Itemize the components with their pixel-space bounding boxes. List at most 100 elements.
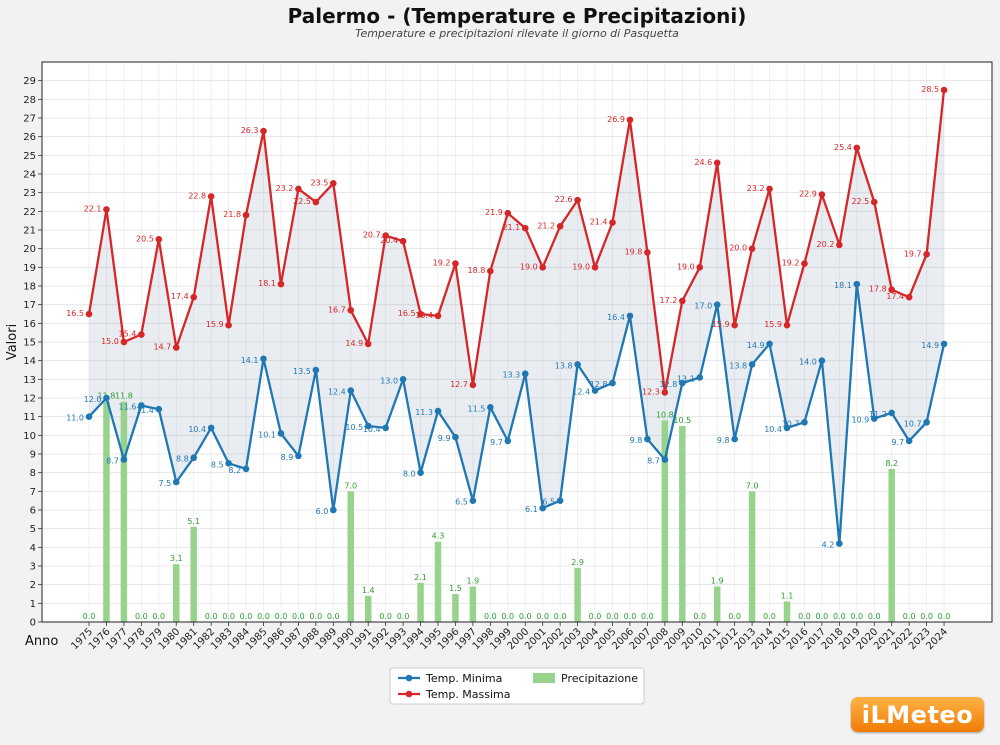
temp-massima-point [103, 206, 110, 213]
temp-massima-label: 18.8 [468, 266, 486, 275]
y-tick-label: 25 [23, 151, 36, 162]
temp-minima-label: 6.5 [455, 498, 468, 507]
temp-minima-point [539, 504, 546, 512]
y-tick-label: 23 [23, 188, 36, 199]
temp-massima-point [556, 222, 564, 230]
temp-massima-label: 23.5 [310, 178, 328, 187]
precipitation-bar [434, 541, 442, 622]
temp-minima-point [905, 437, 913, 445]
precipitation-label: 11.8 [115, 392, 133, 401]
precipitation-label: 1.4 [362, 586, 375, 595]
temp-minima-label: 12.8 [590, 380, 608, 389]
precipitation-label: 4.3 [432, 532, 445, 541]
temp-minima-label: 8.7 [647, 457, 660, 466]
temp-minima-point [644, 435, 651, 443]
temp-massima-point [923, 250, 930, 258]
precipitation-label: 0.0 [536, 612, 549, 621]
temp-massima-label: 17.8 [869, 285, 887, 294]
temp-minima-label: 7.5 [159, 479, 172, 488]
temp-massima-point [138, 331, 145, 338]
temp-minima-point [504, 437, 512, 445]
y-tick-label: 8 [30, 468, 36, 479]
temp-minima-point [312, 366, 320, 374]
precipitation-label: 0.0 [903, 612, 916, 621]
precipitation-bar [364, 595, 372, 622]
temp-massima-label: 26.3 [241, 126, 259, 135]
y-tick-label: 9 [30, 450, 36, 461]
temp-massima-label: 16.7 [328, 305, 346, 314]
legend-precipitazione-text: Precipitazione [561, 672, 638, 685]
temp-minima-label: 11.2 [869, 410, 887, 419]
temp-massima-point [713, 159, 721, 167]
y-tick-label: 12 [23, 394, 36, 405]
y-tick-label: 4 [30, 543, 36, 554]
precipitation-bar [452, 594, 459, 622]
temp-minima-label: 10.4 [188, 425, 206, 434]
temp-minima-point [853, 280, 861, 288]
precipitation-label: 0.0 [641, 612, 654, 621]
precipitation-label: 10.8 [656, 410, 674, 419]
temp-massima-label: 23.2 [276, 184, 294, 193]
precipitation-label: 1.9 [467, 577, 480, 586]
temp-massima-point [469, 381, 477, 389]
precipitation-label: 7.0 [746, 481, 759, 490]
temp-massima-point [155, 236, 163, 243]
precipitation-label: 0.0 [292, 612, 305, 621]
precipitation-bar [347, 491, 354, 622]
temp-minima-label: 17.0 [694, 302, 712, 311]
chart-title: Palermo - (Temperature e Precipitazioni) [287, 4, 747, 28]
temp-minima-label: 11.4 [136, 406, 154, 415]
precipitation-label: 0.0 [397, 612, 410, 621]
temp-massima-point [312, 198, 320, 206]
temp-massima-label: 19.7 [904, 249, 922, 258]
legend-temp-minima-marker [405, 674, 413, 682]
temp-minima-label: 10.5 [345, 423, 363, 432]
temp-massima-label: 22.8 [188, 191, 206, 200]
temp-minima-point [818, 357, 826, 364]
temp-massima-point [679, 297, 686, 305]
temp-massima-label: 14.9 [345, 339, 363, 348]
y-tick-label: 5 [30, 524, 36, 535]
temp-massima-label: 28.5 [921, 85, 939, 94]
temp-massima-label: 23.2 [747, 184, 765, 193]
temp-minima-point [731, 435, 738, 443]
temp-massima-point [330, 180, 337, 187]
temp-massima-point [207, 193, 215, 200]
temp-minima-point [364, 422, 372, 430]
temp-massima-point [591, 264, 599, 271]
temp-massima-label: 20.4 [380, 236, 398, 245]
temp-minima-label: 11.5 [468, 404, 486, 413]
temp-massima-label: 19.0 [572, 262, 590, 271]
precipitation-label: 0.0 [152, 612, 165, 621]
temp-minima-point [713, 301, 721, 308]
temp-minima-label: 9.9 [438, 434, 451, 443]
temp-massima-label: 18.1 [258, 279, 276, 288]
temp-minima-point [452, 433, 459, 441]
temp-minima-point [679, 379, 686, 387]
temp-massima-point [225, 321, 232, 329]
y-tick-label: 20 [23, 244, 36, 255]
temp-massima-point [644, 249, 651, 256]
y-tick-label: 15 [23, 338, 36, 349]
temp-minima-label: 14.1 [241, 356, 259, 365]
temp-massima-point [260, 127, 267, 135]
precipitation-label: 0.0 [606, 612, 619, 621]
temp-minima-point [591, 387, 599, 394]
temp-massima-label: 16.5 [66, 309, 84, 318]
temp-minima-point [347, 387, 355, 394]
temp-massima-point [801, 260, 808, 267]
temp-massima-point [818, 191, 826, 198]
temp-massima-point [417, 310, 424, 318]
precipitation-bar [469, 586, 477, 622]
temp-minima-point [923, 418, 930, 426]
temp-minima-label: 12.4 [328, 388, 346, 397]
y-tick-label: 11 [23, 412, 36, 423]
temp-minima-label: 11.6 [119, 402, 137, 411]
temp-minima-label: 13.0 [380, 376, 398, 385]
temp-massima-point [766, 185, 773, 193]
precipitation-label: 0.0 [589, 612, 602, 621]
temp-minima-label: 10.4 [764, 425, 782, 434]
precipitation-label: 0.0 [624, 612, 637, 621]
temp-minima-point [155, 405, 163, 413]
temp-massima-label: 17.4 [171, 292, 189, 301]
